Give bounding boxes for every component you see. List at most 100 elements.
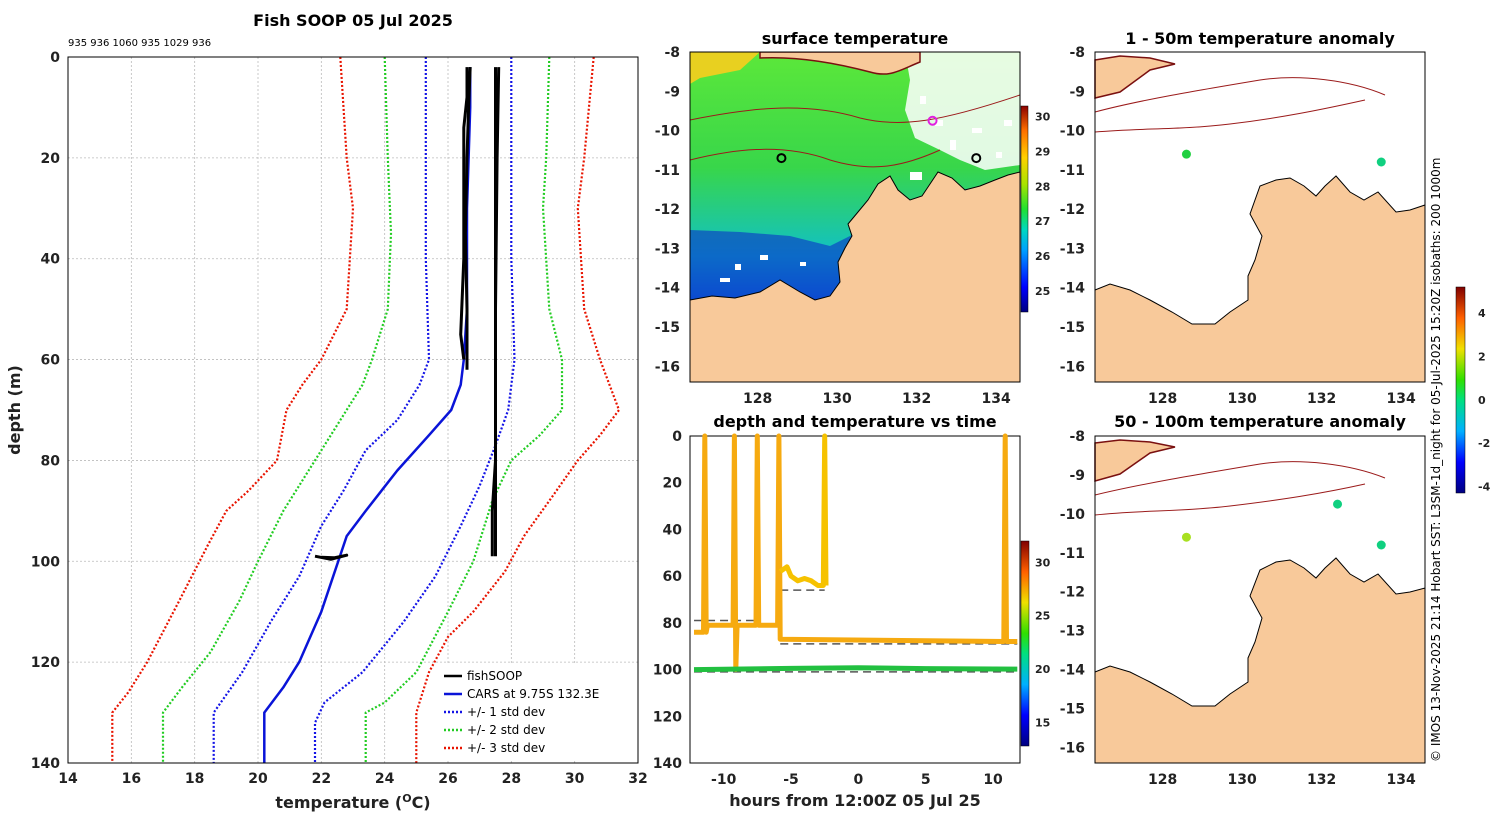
map-ytick-label: -13 (1060, 241, 1085, 257)
map-ytick-label: -15 (1060, 702, 1085, 718)
legend-box (438, 664, 636, 760)
map-ytick-label: -14 (1060, 281, 1086, 297)
anomaly-colorbar (1455, 286, 1466, 494)
sst-land (690, 171, 1020, 382)
map-xtick-label: 132 (1307, 772, 1336, 788)
map-ytick-label: -10 (1060, 124, 1086, 140)
anom-top-isobath-200 (1094, 77, 1386, 113)
colorbar-tick-label: 25 (1035, 610, 1050, 623)
series-line (364, 57, 564, 763)
side-note: © IMOS 13-Nov-2025 21:14 Hobart SST: L3S… (1429, 158, 1443, 762)
map-xtick-label: 134 (1387, 772, 1416, 788)
depth-time-xlabel: hours from 12:00Z 05 Jul 25 (729, 791, 980, 810)
sst-warm-patch (690, 52, 760, 84)
map-ytick-label: -11 (1060, 546, 1085, 562)
map-xtick-label: 128 (743, 391, 772, 407)
anom-top-land (1094, 175, 1426, 383)
anom-bottom-ticks: 128 130 132 134 -8 -9 -10 -11 -12 -13 -14 -15 -16 (1060, 429, 1416, 788)
anom-top-frame (1094, 51, 1426, 383)
map-ytick-label: -8 (1069, 45, 1085, 61)
anom-bottom-frame (1094, 435, 1426, 764)
anom-bottom-isobath-1000 (1094, 483, 1366, 516)
anomaly-point (1376, 157, 1386, 167)
dt-xtick-label: 0 (853, 772, 863, 788)
anom-top-ticks: 128 130 132 134 -8 -9 -10 -11 -12 -13 -14 -15 -16 (1060, 45, 1416, 407)
map-xtick-label: 128 (1148, 772, 1177, 788)
series-line (494, 67, 501, 557)
depth-trace (694, 433, 1018, 673)
sst-title: surface temperature (762, 29, 949, 48)
xtick-label: 16 (122, 771, 141, 787)
xtick-label: 28 (502, 771, 521, 787)
anom-top-geo (1094, 55, 1426, 383)
sst-ticks: 128 130 132 134 -8 -9 -10 -11 -12 -13 -14 -15 -16 (655, 45, 1011, 407)
depth-time-frame (689, 435, 1021, 764)
map-ytick-label: -15 (655, 320, 680, 336)
colorbar-tick-label: 4 (1478, 307, 1486, 320)
depth-trace (778, 433, 829, 588)
anom-bottom-isobath-200 (1094, 461, 1386, 496)
legend-item-cars: CARS at 9.75S 132.3E (467, 687, 599, 701)
dt-ytick-label: 80 (663, 616, 683, 632)
ytick-label: 40 (41, 252, 61, 268)
profile-panel: Fish SOOP 05 Jul 2025 935 936 1060 935 1… (5, 11, 648, 812)
anom-bottom-geo (1094, 439, 1426, 764)
series-line (111, 57, 355, 763)
profile-series (111, 57, 621, 763)
profile-frame (67, 56, 639, 764)
depth-time-panel: depth and temperature vs time -10 -5 0 5 100… (653, 412, 1051, 810)
map-ytick-label: -16 (1060, 359, 1085, 375)
colorbar-tick-label: 2 (1478, 350, 1486, 363)
map-ytick-label: -9 (664, 84, 680, 100)
map-xtick-label: 132 (902, 391, 931, 407)
xtick-label: 30 (565, 771, 585, 787)
xtick-label: 20 (248, 771, 268, 787)
dt-ytick-label: 100 (653, 663, 682, 679)
dt-xtick-label: 10 (983, 772, 1003, 788)
map-ytick-label: -9 (1069, 84, 1085, 100)
series-line (415, 57, 621, 763)
map-xtick-label: 132 (1307, 391, 1336, 407)
ytick-label: 140 (31, 756, 60, 772)
series-line (463, 67, 472, 370)
profile-ticks: 14 16 18 20 22 24 26 28 30 32 0 20 40 60 80 100 120 140 (31, 50, 648, 787)
colorbar-tick-label: 30 (1035, 556, 1051, 569)
anomaly-point (1376, 540, 1386, 550)
map-ytick-label: -12 (1060, 585, 1085, 601)
dt-xtick-label: 5 (921, 772, 931, 788)
legend-item-sd3: +/- 3 std dev (467, 741, 545, 755)
dt-xtick-label: -5 (783, 772, 799, 788)
ytick-label: 80 (41, 453, 61, 469)
depth-time-plot (693, 433, 1018, 673)
map-ytick-label: -16 (655, 359, 680, 375)
map-ytick-label: -8 (1069, 429, 1085, 445)
map-ytick-label: -10 (1060, 507, 1086, 523)
dt-ytick-label: 60 (663, 569, 683, 585)
depth-time-colorbar-ticks: 15 20 25 30 (1035, 556, 1051, 729)
map-ytick-label: -14 (1060, 663, 1086, 679)
dt-ytick-label: 20 (663, 476, 683, 492)
dt-ytick-label: 40 (663, 522, 683, 538)
colorbar-tick-label: 28 (1035, 180, 1050, 193)
dt-ytick-label: 0 (672, 429, 682, 445)
sst-timor-coast (759, 52, 921, 75)
legend-item-sd1: +/- 1 std dev (467, 705, 545, 719)
anom-bottom-title: 50 - 100m temperature anomaly (1114, 412, 1406, 431)
map-ytick-label: -9 (1069, 468, 1085, 484)
xtick-label: 14 (58, 771, 78, 787)
ytick-label: 20 (41, 151, 61, 167)
map-xtick-label: 128 (1148, 391, 1177, 407)
sst-marker (776, 153, 787, 164)
map-ytick-label: -12 (1060, 202, 1085, 218)
map-xtick-label: 130 (1227, 772, 1256, 788)
profile-xlabel: temperature (OC) (275, 792, 430, 812)
profile-xlabel-unit: C) (412, 793, 431, 812)
colorbar-tick-label: -2 (1478, 437, 1490, 450)
map-ytick-label: -11 (655, 163, 680, 179)
anom-bottom-land (1094, 557, 1426, 764)
map-ytick-label: -14 (655, 281, 681, 297)
sst-cloud-specks (720, 96, 1012, 282)
colorbar-tick-label: 29 (1035, 145, 1050, 158)
